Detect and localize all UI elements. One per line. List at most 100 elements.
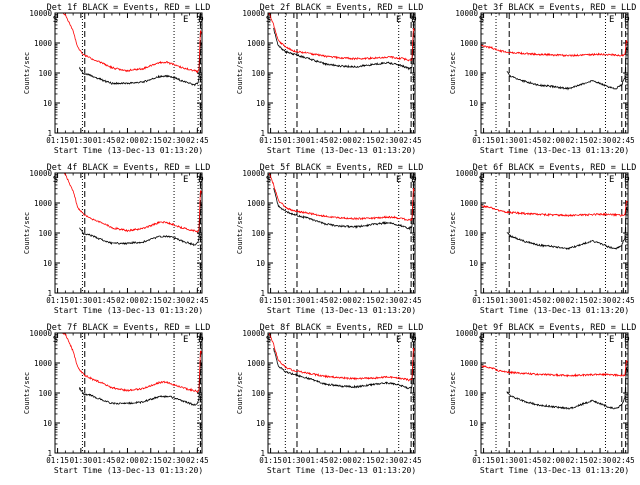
marker-label-e: E xyxy=(609,175,614,185)
x-tick-label: 01:30 xyxy=(496,136,519,145)
x-tick-label: 02:15 xyxy=(139,296,162,305)
marker-label-e: E xyxy=(396,15,401,25)
series-line-lld xyxy=(480,200,629,217)
chart-panel: Det 6f BLACK = Events, RED = LLD 1 10 100 10… xyxy=(449,163,636,315)
series-line-lld xyxy=(55,332,203,393)
y-tick-label: 10000 xyxy=(29,329,52,338)
x-tick-label: 01:15 xyxy=(472,456,495,465)
y-axis-label: Counts/sec xyxy=(23,372,31,414)
chart-title: Det 8f BLACK = Events, RED = LLD xyxy=(260,323,424,333)
x-axis-label: Start Time (13-Dec-13 01:13:20) xyxy=(54,306,203,315)
y-axis-label: Counts/sec xyxy=(23,212,31,254)
y-tick-label: 1000 xyxy=(34,359,53,368)
x-tick-label: 01:45 xyxy=(306,456,329,465)
x-tick-label: 02:45 xyxy=(186,136,209,145)
series-line-events xyxy=(273,348,416,390)
marker-label-d: D xyxy=(198,15,203,25)
plot-frame xyxy=(54,332,203,454)
x-tick-label: 02:00 xyxy=(542,296,565,305)
x-tick-label: 02:15 xyxy=(565,136,588,145)
x-tick-label: 01:45 xyxy=(519,456,542,465)
x-tick-label: 02:45 xyxy=(612,456,635,465)
y-axis-label: Counts/sec xyxy=(236,372,244,414)
y-tick-label: 1000 xyxy=(247,39,266,48)
x-tick-label: 02:15 xyxy=(352,136,375,145)
y-tick-label: 1 xyxy=(260,129,265,138)
x-tick-label: 01:15 xyxy=(46,296,69,305)
marker-label-d: D xyxy=(411,15,416,25)
y-tick-label: 10000 xyxy=(242,9,265,18)
x-axis-label: Start Time (13-Dec-13 01:13:20) xyxy=(480,466,629,475)
marker-label-d: D xyxy=(624,15,629,25)
x-tick-label: 02:00 xyxy=(542,136,565,145)
chart-panel: Det 8f BLACK = Events, RED = LLD 1 10 100 10… xyxy=(236,323,423,475)
y-tick-label: 100 xyxy=(464,229,478,238)
y-tick-label: 1 xyxy=(47,289,52,298)
x-axis-label: Start Time (13-Dec-13 01:13:20) xyxy=(54,466,203,475)
x-tick-label: 02:00 xyxy=(329,136,352,145)
y-axis-label: Counts/sec xyxy=(449,52,457,94)
y-axis-label: Counts/sec xyxy=(449,372,457,414)
y-tick-label: 10000 xyxy=(455,169,478,178)
y-tick-label: 1000 xyxy=(34,199,53,208)
x-tick-label: 02:30 xyxy=(589,456,612,465)
x-tick-label: 01:30 xyxy=(70,136,93,145)
y-axis-label: Counts/sec xyxy=(236,52,244,94)
x-tick-label: 01:15 xyxy=(259,296,282,305)
marker-label-s: S xyxy=(266,15,271,25)
marker-label-d: D xyxy=(624,335,629,345)
series-line-lld xyxy=(268,172,416,222)
x-tick-label: 01:45 xyxy=(93,456,116,465)
y-tick-label: 1 xyxy=(260,289,265,298)
chart-panel: Det 4f BLACK = Events, RED = LLD 1 10 100 10… xyxy=(23,163,210,315)
series-line-events xyxy=(506,47,629,91)
y-tick-label: 1000 xyxy=(460,199,479,208)
x-tick-label: 01:15 xyxy=(259,136,282,145)
y-tick-label: 10000 xyxy=(29,169,52,178)
chart-panel: Det 1f BLACK = Events, RED = LLD 1 10 100 10… xyxy=(23,3,210,155)
x-tick-label: 01:30 xyxy=(496,456,519,465)
x-tick-label: 01:45 xyxy=(519,296,542,305)
chart-title: Det 2f BLACK = Events, RED = LLD xyxy=(260,3,424,13)
series-line-events xyxy=(273,27,416,71)
x-tick-label: 01:30 xyxy=(283,136,306,145)
x-axis-label: Start Time (13-Dec-13 01:13:20) xyxy=(267,466,416,475)
x-tick-label: 02:15 xyxy=(139,136,162,145)
marker-label-d: D xyxy=(411,175,416,185)
plot-frame xyxy=(54,172,203,294)
marker-label-s: S xyxy=(53,335,58,345)
y-tick-label: 10 xyxy=(469,419,479,428)
marker-label-s: S xyxy=(266,335,271,345)
y-tick-label: 10000 xyxy=(242,329,265,338)
x-tick-label: 01:30 xyxy=(283,456,306,465)
x-axis-label: Start Time (13-Dec-13 01:13:20) xyxy=(267,306,416,315)
x-tick-label: 01:15 xyxy=(46,456,69,465)
y-tick-label: 100 xyxy=(464,69,478,78)
y-tick-label: 10 xyxy=(256,419,266,428)
series-line-lld xyxy=(268,12,416,62)
y-tick-label: 1 xyxy=(473,289,478,298)
plot-frame xyxy=(480,172,629,294)
x-tick-label: 01:30 xyxy=(70,296,93,305)
marker-label-e: E xyxy=(183,15,188,25)
marker-label-s: S xyxy=(479,15,484,25)
x-tick-label: 02:00 xyxy=(116,456,139,465)
x-tick-label: 01:45 xyxy=(519,136,542,145)
marker-label-s: S xyxy=(479,335,484,345)
chart-panel: Det 5f BLACK = Events, RED = LLD 1 10 100 10… xyxy=(236,163,423,315)
series-line-events xyxy=(78,362,203,406)
x-tick-label: 02:45 xyxy=(399,456,422,465)
series-line-lld xyxy=(55,12,203,74)
marker-label-e: E xyxy=(396,335,401,345)
x-tick-label: 02:30 xyxy=(589,296,612,305)
x-tick-label: 02:15 xyxy=(565,296,588,305)
series-line-events xyxy=(506,367,629,410)
x-tick-label: 01:45 xyxy=(306,296,329,305)
marker-label-e: E xyxy=(183,175,188,185)
y-tick-label: 100 xyxy=(38,69,52,78)
y-tick-label: 100 xyxy=(38,229,52,238)
x-tick-label: 02:00 xyxy=(116,136,139,145)
y-tick-label: 10 xyxy=(469,259,479,268)
